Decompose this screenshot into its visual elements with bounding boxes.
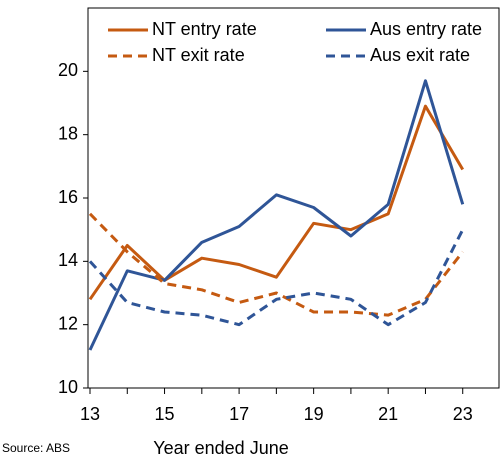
y-tick-label: 10: [58, 377, 78, 397]
x-axis-label: Year ended June: [153, 438, 288, 458]
x-tick-label: 19: [304, 404, 324, 424]
legend-label: NT exit rate: [152, 45, 245, 65]
plot-frame: [87, 7, 500, 389]
x-tick-label: 13: [80, 404, 100, 424]
source: Source: ABS: [2, 441, 70, 455]
x-tick-label: 23: [453, 404, 473, 424]
x-tick-label: 21: [378, 404, 398, 424]
y-tick-label: 12: [58, 313, 78, 333]
legend-label: NT entry rate: [152, 19, 257, 39]
series-line: [88, 79, 465, 351]
x-tick-label: 17: [229, 404, 249, 424]
y-tick-label: 16: [58, 187, 78, 207]
series-line: [88, 228, 465, 327]
series-line: [88, 104, 465, 301]
y-tick-label: 18: [58, 123, 78, 143]
x-tick-label: 15: [155, 404, 175, 424]
legend-label: Aus exit rate: [370, 45, 470, 65]
y-tick-label: 14: [58, 250, 78, 270]
series-line: [88, 212, 464, 317]
legend-label: Aus entry rate: [370, 19, 482, 39]
y-tick-label: 20: [58, 60, 78, 80]
